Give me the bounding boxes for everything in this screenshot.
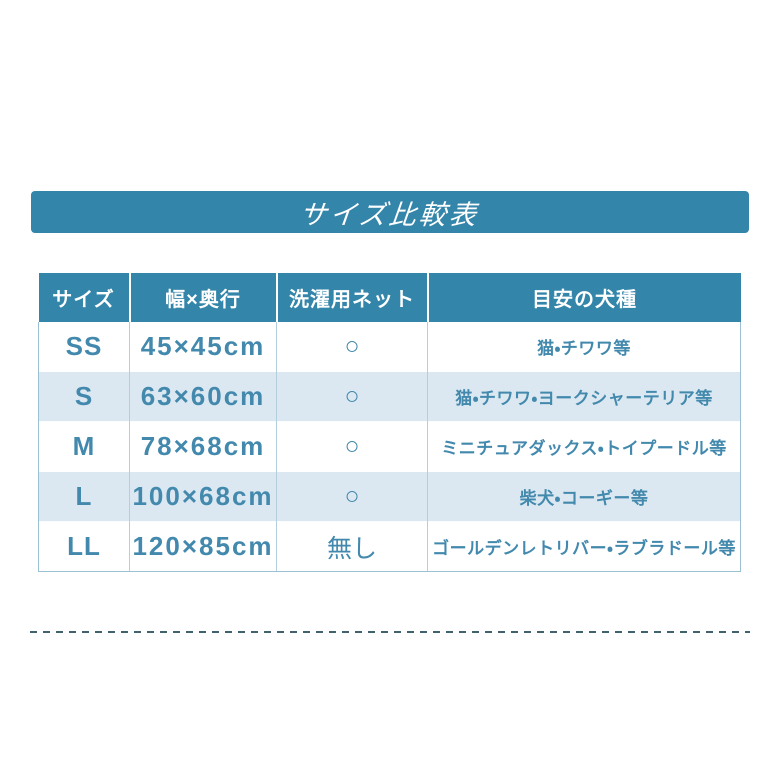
breeds-value: 猫・チワワ・ヨークシャーテリア等 (427, 371, 741, 422)
column-header-breeds: 目安の犬種 (426, 273, 741, 322)
column-header-size: サイズ (38, 273, 130, 322)
column-header-dimensions: 幅×奥行 (128, 273, 277, 322)
net-value: ○ (276, 371, 428, 422)
table-header: サイズ 幅×奥行 洗濯用ネット 目安の犬種 (38, 273, 741, 322)
breeds-value: 猫・チワワ等 (427, 322, 741, 372)
dashed-divider-line (30, 631, 750, 633)
size-value: SS (38, 322, 130, 372)
title-banner: サイズ比較表 (31, 191, 749, 233)
dimensions-value: 78×68cm (129, 421, 277, 472)
size-value: M (38, 421, 130, 472)
size-comparison-table: サイズ 幅×奥行 洗濯用ネット 目安の犬種 SS 45×45cm ○ 猫・チワワ… (38, 273, 741, 572)
breeds-value: ゴールデンレトリバー・ラブラドール等 (427, 521, 741, 572)
net-value: 無し (276, 521, 428, 572)
size-value: LL (38, 521, 130, 572)
table-row-ll: LL 120×85cm 無し ゴールデンレトリバー・ラブラドール等 (38, 521, 741, 572)
dimensions-value: 45×45cm (129, 322, 277, 372)
table-row-s: S 63×60cm ○ 猫・チワワ・ヨークシャーテリア等 (38, 371, 741, 422)
page-title: サイズ比較表 (298, 199, 481, 231)
column-header-laundry-net: 洗濯用ネット (275, 273, 428, 322)
dimensions-value: 120×85cm (129, 521, 277, 572)
table-row-m: M 78×68cm ○ ミニチュアダックス・トイプードル等 (38, 421, 741, 472)
table-row-l: L 100×68cm ○ 柴犬・コーギー等 (38, 471, 741, 522)
size-value: S (38, 371, 130, 422)
size-value: L (38, 471, 130, 522)
dimensions-value: 63×60cm (129, 371, 277, 422)
table-row-ss: SS 45×45cm ○ 猫・チワワ等 (38, 322, 741, 372)
net-value: ○ (276, 421, 428, 472)
breeds-value: 柴犬・コーギー等 (427, 471, 741, 522)
net-value: ○ (276, 322, 428, 372)
net-value: ○ (276, 471, 428, 522)
breeds-value: ミニチュアダックス・トイプードル等 (427, 421, 741, 472)
table-header-row: サイズ 幅×奥行 洗濯用ネット 目安の犬種 (38, 273, 741, 322)
dimensions-value: 100×68cm (129, 471, 277, 522)
